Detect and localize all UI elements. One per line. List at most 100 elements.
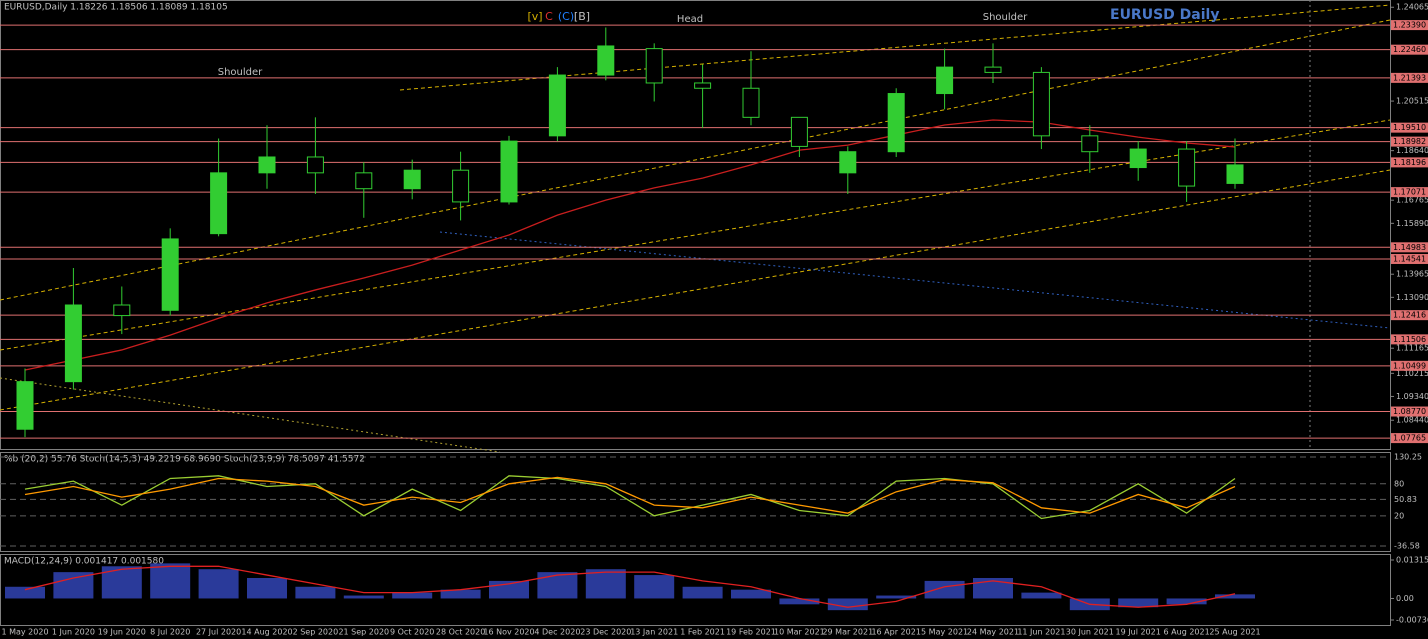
macd-bar bbox=[53, 572, 94, 599]
candle-body bbox=[936, 66, 954, 95]
level-label: 1.14541 bbox=[1393, 254, 1426, 263]
annotation: [v] bbox=[527, 10, 542, 23]
candle-body bbox=[403, 169, 421, 190]
macd-bar bbox=[1166, 598, 1207, 605]
level-label: 1.22460 bbox=[1393, 45, 1426, 54]
x-tick-label: 10 Mar 2021 bbox=[774, 628, 825, 637]
level-label: 1.11506 bbox=[1393, 335, 1426, 344]
x-tick-label: 21 Sep 2020 bbox=[338, 628, 389, 637]
x-tick-label: 1 Jun 2020 bbox=[52, 628, 95, 637]
level-label: 1.10499 bbox=[1393, 361, 1426, 370]
annotation: Head bbox=[677, 14, 703, 25]
level-box bbox=[1391, 242, 1428, 253]
y-tick-label: 1.18640 bbox=[1396, 146, 1428, 155]
candle-body bbox=[1226, 164, 1244, 184]
candle-body bbox=[1081, 135, 1099, 153]
level-box bbox=[1391, 334, 1428, 345]
macd-label: MACD(12,24,9) 0.001417 0.001580 bbox=[4, 557, 164, 567]
y-tick-label: 1.13965 bbox=[1396, 270, 1428, 279]
stoch-tick-label: 130.25 bbox=[1394, 453, 1422, 462]
candle-body bbox=[790, 116, 808, 147]
macd-tick-label: 0.01315 bbox=[1396, 556, 1428, 565]
candle-body bbox=[1032, 71, 1050, 137]
macd-bar bbox=[731, 589, 771, 599]
macd-bar bbox=[973, 577, 1013, 599]
stoch-frame bbox=[0, 452, 1391, 552]
level-box bbox=[1391, 253, 1428, 264]
level-box bbox=[1391, 72, 1428, 83]
x-tick-label: 8 Jul 2020 bbox=[150, 628, 190, 637]
stoch-tick-label: 50.83 bbox=[1394, 495, 1417, 504]
candle-body bbox=[645, 48, 663, 84]
stoch-line bbox=[24, 475, 1236, 520]
candle-body bbox=[64, 304, 82, 383]
x-tick-label: 4 Dec 2020 bbox=[534, 628, 580, 637]
candle-body bbox=[210, 172, 228, 235]
candle-body bbox=[16, 381, 34, 430]
x-tick-label: 16 Apr 2021 bbox=[871, 628, 920, 637]
level-box bbox=[1391, 122, 1428, 133]
x-tick-label: 25 Aug 2021 bbox=[1209, 628, 1260, 637]
x-tick-label: 16 Nov 2020 bbox=[483, 628, 534, 637]
candle-body bbox=[1178, 148, 1196, 187]
x-tick-label: 13 Jan 2021 bbox=[630, 628, 678, 637]
level-label: 1.18196 bbox=[1393, 158, 1426, 167]
stoch-tick-label: 80 bbox=[1394, 479, 1404, 488]
stoch-tick-label: 20 bbox=[1394, 511, 1404, 520]
trendline bbox=[0, 119, 1391, 351]
x-tick-label: 14 Aug 2020 bbox=[241, 628, 292, 637]
x-tick-label: 5 May 2021 bbox=[921, 628, 968, 637]
level-box bbox=[1391, 187, 1428, 198]
y-tick-label: 1.15890 bbox=[1396, 219, 1428, 228]
level-label: 1.14983 bbox=[1393, 243, 1426, 252]
macd-bar bbox=[1021, 592, 1062, 599]
macd-bar bbox=[876, 595, 917, 599]
candle-body bbox=[452, 169, 470, 203]
macd-bar bbox=[247, 577, 287, 599]
level-label: 1.23390 bbox=[1393, 21, 1426, 30]
annotation: Shoulder bbox=[983, 12, 1028, 23]
macd-bar bbox=[634, 575, 675, 599]
level-box bbox=[1391, 44, 1428, 55]
x-tick-label: 29 Mar 2021 bbox=[822, 628, 873, 637]
macd-bar bbox=[827, 598, 868, 611]
level-label: 1.19510 bbox=[1393, 123, 1426, 132]
trendline bbox=[0, 377, 501, 453]
macd-bar bbox=[1118, 598, 1159, 608]
level-label: 1.21393 bbox=[1393, 73, 1426, 82]
level-box bbox=[1391, 157, 1428, 168]
x-tick-label: 1 Feb 2021 bbox=[680, 628, 725, 637]
candle-body bbox=[839, 151, 857, 174]
x-tick-label: 6 Aug 2021 bbox=[1164, 628, 1210, 637]
candle-body bbox=[597, 45, 615, 76]
macd-bar bbox=[537, 572, 578, 599]
y-tick-label: 1.13090 bbox=[1396, 293, 1428, 302]
candle-body bbox=[306, 156, 324, 174]
stoch-label: %b (20,2) 55.76 Stoch(14,5,3) 49.2219 68… bbox=[4, 455, 365, 465]
candle-body bbox=[258, 156, 276, 174]
y-tick-label: 1.08440 bbox=[1396, 416, 1428, 425]
candle-body bbox=[887, 93, 905, 153]
level-label: 1.12416 bbox=[1393, 311, 1426, 320]
macd-bar bbox=[198, 569, 239, 599]
macd-bar bbox=[343, 595, 384, 599]
candle-body bbox=[694, 82, 712, 89]
level-box bbox=[1391, 310, 1428, 321]
level-label: 1.18982 bbox=[1393, 137, 1426, 146]
candle-body bbox=[1129, 148, 1147, 169]
macd-bar bbox=[585, 569, 626, 599]
y-tick-label: 1.10215 bbox=[1396, 369, 1428, 378]
level-box bbox=[1391, 406, 1428, 417]
trendline bbox=[439, 231, 1391, 329]
level-box bbox=[1391, 360, 1428, 371]
y-tick-label: 1.11165 bbox=[1396, 344, 1428, 353]
candle-body bbox=[984, 66, 1002, 73]
x-tick-label: 9 Oct 2020 bbox=[390, 628, 434, 637]
macd-bar bbox=[295, 586, 336, 599]
x-tick-label: 23 Dec 2020 bbox=[580, 628, 631, 637]
level-box bbox=[1391, 433, 1428, 444]
level-box bbox=[1391, 136, 1428, 147]
macd-bar bbox=[924, 580, 965, 599]
annotation: (C) bbox=[558, 10, 574, 23]
